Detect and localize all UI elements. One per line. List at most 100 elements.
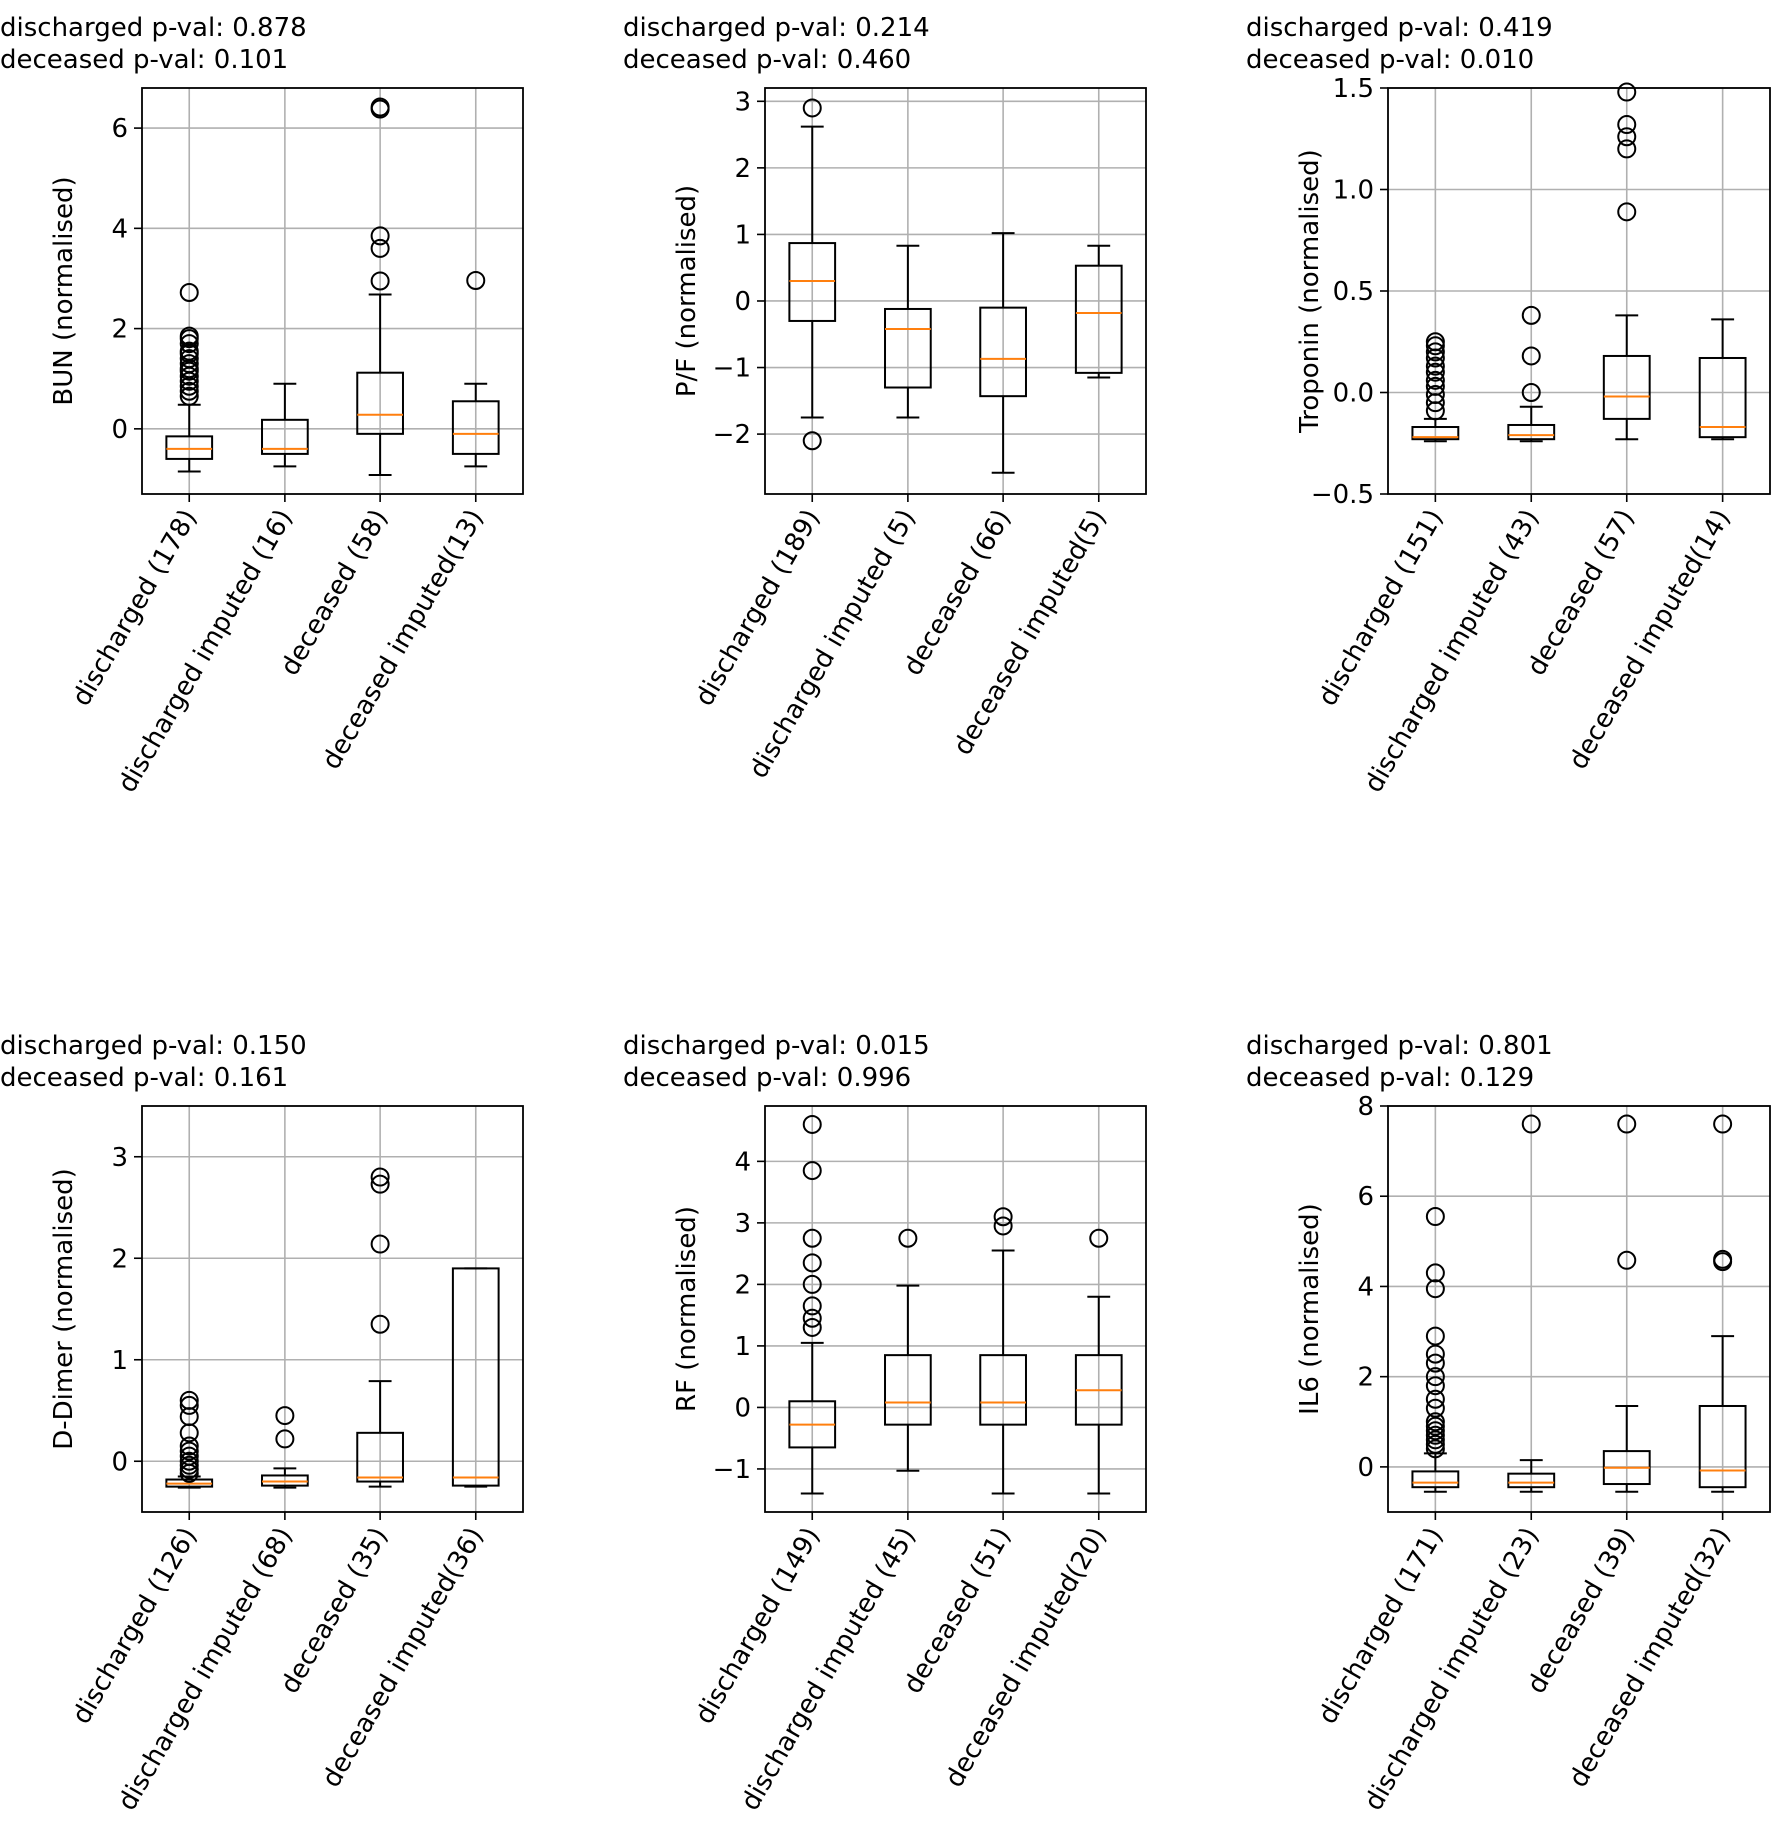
outlier-point [1617, 139, 1637, 159]
outlier-point [275, 1406, 295, 1426]
box-3 [1602, 1114, 1651, 1493]
outlier-point [1617, 1250, 1637, 1270]
outlier-point [802, 1161, 822, 1181]
pval-line: discharged p-val: 0.419 [1246, 13, 1553, 43]
outlier-point [802, 1114, 822, 1134]
iqr-box [451, 400, 500, 455]
outlier-point [179, 334, 199, 354]
box-1 [165, 1390, 214, 1489]
outlier-point [802, 1274, 822, 1294]
outlier-point [802, 1228, 822, 1248]
outlier-point [179, 1441, 199, 1461]
iqr-box [884, 307, 932, 389]
pval-line: deceased p-val: 0.161 [0, 1063, 288, 1093]
outlier-point [179, 381, 199, 401]
outlier-point [370, 1167, 390, 1187]
y-tick-label: 1 [111, 1346, 128, 1376]
x-tick-label: discharged imputed (43) [1359, 505, 1546, 798]
y-tick-label: 6 [1357, 1182, 1374, 1212]
x-tick-label: deceased imputed(36) [317, 1523, 490, 1793]
outlier-point [1713, 1114, 1733, 1134]
outlier-point [179, 283, 199, 303]
outlier-point [179, 1436, 199, 1456]
y-tick-label: 3 [734, 1209, 751, 1239]
outlier-point [802, 1317, 822, 1337]
x-tick-label: discharged imputed (23) [1359, 1523, 1546, 1816]
outlier-point [802, 1308, 822, 1328]
box-1 [788, 98, 837, 451]
pval-line: deceased p-val: 0.101 [0, 45, 288, 75]
y-tick-label: 0 [734, 287, 751, 317]
outlier-point [1521, 305, 1541, 325]
outlier-point [1425, 342, 1445, 362]
x-tick-label: deceased (39) [1522, 1523, 1641, 1699]
outlier-point [1425, 1207, 1445, 1227]
iqr-box [1507, 1472, 1556, 1489]
outlier-point [993, 1207, 1013, 1227]
outlier-point [1713, 1249, 1733, 1269]
x-tick-label: discharged imputed (68) [112, 1523, 299, 1816]
box-2 [261, 1406, 309, 1489]
y-axis-label: Troponin (normalised) [1295, 149, 1325, 434]
iqr-box [1411, 1470, 1460, 1489]
x-tick-label: deceased (57) [1522, 505, 1641, 681]
outlier-point [802, 1296, 822, 1316]
iqr-box [979, 306, 1027, 398]
iqr-box [451, 1267, 500, 1487]
outlier-point [1425, 1421, 1445, 1441]
x-tick-label: discharged imputed (5) [744, 505, 922, 784]
y-tick-label: 2 [1357, 1363, 1374, 1393]
iqr-box [356, 1431, 404, 1483]
outlier-point [1425, 1353, 1445, 1373]
iqr-box [1507, 423, 1556, 441]
outlier-point [275, 1429, 295, 1449]
outlier-point [1425, 1439, 1445, 1459]
outlier-point [370, 97, 390, 117]
box-4 [1698, 1114, 1747, 1493]
iqr-box [261, 418, 309, 455]
outlier-point [1425, 376, 1445, 396]
outlier-point [1089, 1228, 1109, 1248]
box-4 [451, 1267, 500, 1488]
box-2 [1507, 305, 1556, 443]
outlier-point [1425, 1263, 1445, 1283]
y-tick-label: 0 [111, 415, 128, 445]
outlier-point [1617, 127, 1637, 147]
y-tick-label: 4 [111, 214, 128, 244]
outlier-point [370, 238, 390, 258]
outlier-point [179, 1395, 199, 1415]
outlier-point [466, 270, 486, 290]
y-axis-label: RF (normalised) [672, 1206, 702, 1412]
y-tick-label: 1.5 [1333, 74, 1374, 104]
outlier-point [370, 271, 390, 291]
pval-line: discharged p-val: 0.801 [1246, 1031, 1553, 1061]
outlier-point [179, 1390, 199, 1410]
iqr-box [1698, 1404, 1747, 1489]
axes-frame [764, 1105, 1147, 1513]
outlier-point [1617, 202, 1637, 222]
y-tick-label: 1 [734, 1332, 751, 1362]
outlier-point [1425, 362, 1445, 382]
y-tick-label: 1.0 [1333, 176, 1374, 206]
y-tick-label: 0.0 [1333, 379, 1374, 409]
iqr-box [1698, 356, 1747, 439]
outlier-point [1425, 1389, 1445, 1409]
box-4 [1698, 318, 1747, 441]
y-tick-label: −0.5 [1311, 480, 1374, 510]
y-tick-label: 1 [734, 220, 751, 250]
outlier-point [179, 1451, 199, 1471]
y-tick-label: 0 [734, 1393, 751, 1423]
y-tick-label: 2 [111, 1244, 128, 1274]
outlier-point [1425, 1367, 1445, 1387]
pval-line: deceased p-val: 0.129 [1246, 1063, 1534, 1093]
box-1 [788, 1114, 837, 1495]
outlier-point [1521, 346, 1541, 366]
y-axis-label: P/F (normalised) [672, 185, 702, 397]
x-tick-label: deceased imputed(14) [1563, 505, 1736, 775]
outlier-point [1425, 1398, 1445, 1418]
box-3 [356, 1167, 404, 1488]
